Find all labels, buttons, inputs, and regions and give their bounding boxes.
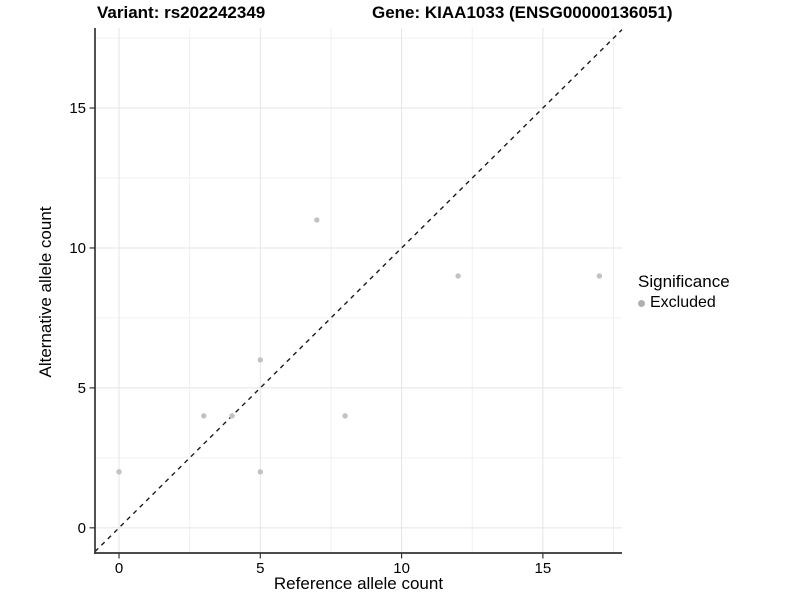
legend-item: Excluded [638, 294, 730, 312]
y-tick-label: 10 [69, 240, 86, 257]
x-tick-label: 15 [535, 560, 552, 577]
data-point [342, 413, 348, 419]
plot-title-gene: Gene: KIAA1033 (ENSG00000136051) [372, 3, 673, 22]
y-tick-label: 5 [78, 380, 86, 397]
plot-title-variant: Variant: rs202242349 [97, 3, 266, 22]
x-tick-label: 0 [115, 560, 123, 577]
data-point [116, 469, 122, 475]
legend-item-label: Excluded [650, 294, 716, 311]
series-excluded [116, 217, 603, 475]
data-point [314, 217, 320, 223]
major-gridlines [95, 28, 622, 553]
legend: Significance Excluded [638, 272, 730, 312]
data-point [455, 273, 461, 279]
data-point [229, 413, 235, 419]
legend-title: Significance [638, 272, 730, 291]
x-axis-label: Reference allele count [273, 574, 444, 593]
data-point [257, 469, 264, 475]
data-point [257, 357, 264, 363]
data-point [201, 413, 207, 419]
y-tick-label: 15 [69, 100, 86, 117]
y-axis-label: Alternative allele count [36, 206, 55, 378]
minor-gridlines [95, 28, 622, 553]
identity-line [94, 29, 623, 553]
tick-marks [89, 107, 544, 559]
data-point [596, 273, 603, 279]
y-tick-label: 0 [78, 520, 86, 537]
axis-lines [94, 28, 622, 554]
excluded-point-icon [638, 299, 645, 307]
x-tick-label: 5 [256, 560, 264, 577]
x-tick-label: 10 [393, 560, 410, 577]
tick-labels: 0 5 10 15 0 5 10 15 [69, 100, 551, 577]
